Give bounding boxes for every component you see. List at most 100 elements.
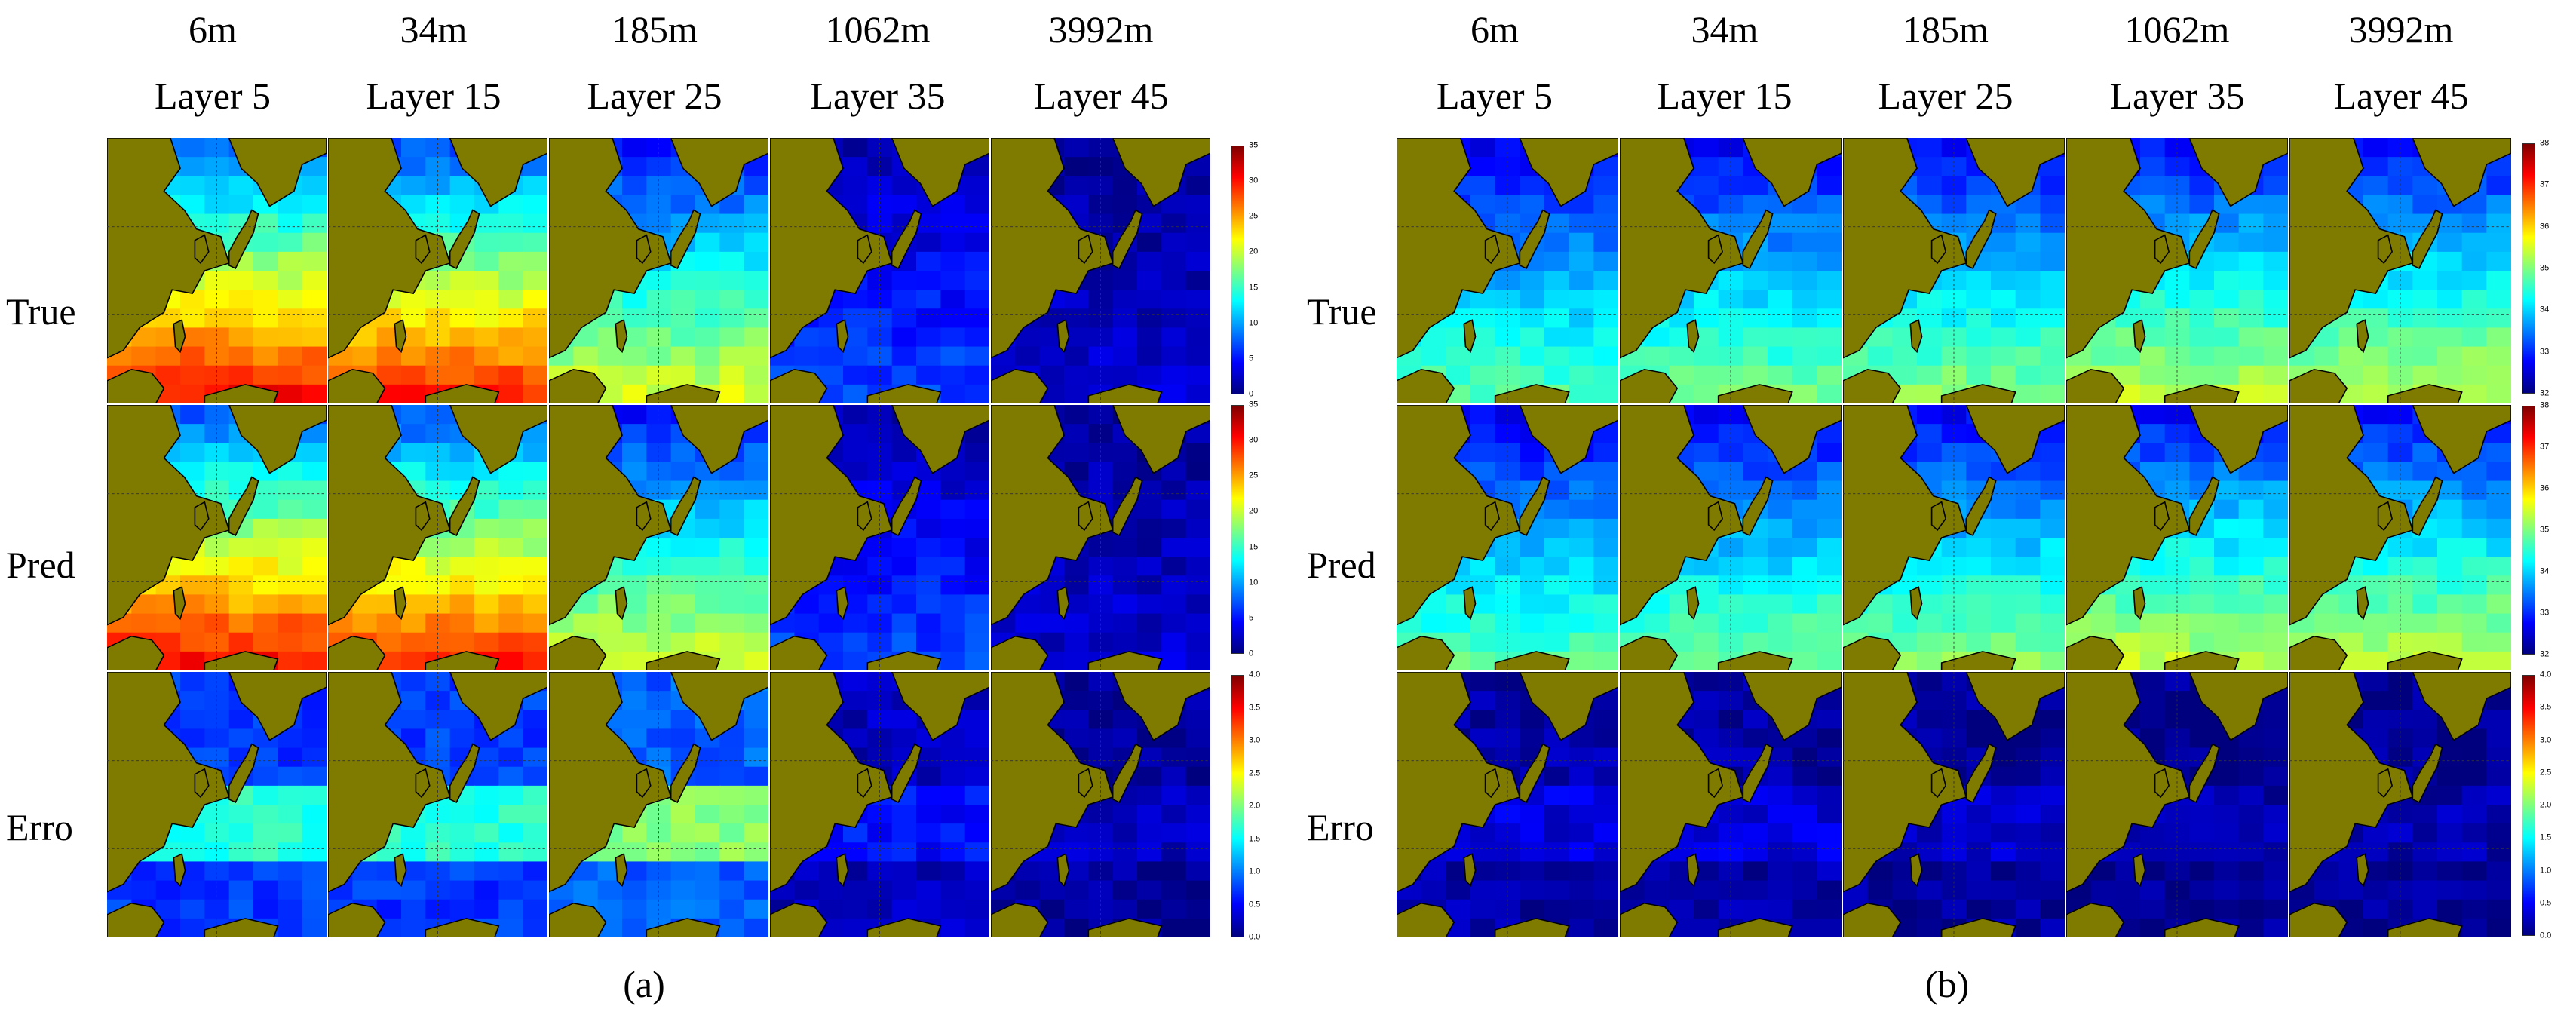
map-tile (1620, 405, 1842, 670)
map-tile (549, 672, 768, 937)
colorbar-tick: 35 (1249, 140, 1259, 150)
col-depth: 3992m (1048, 8, 1154, 51)
colorbar-tick: 3.0 (1249, 735, 1261, 745)
panel-label: (a) (623, 963, 665, 1005)
map-grid-a (107, 138, 1212, 939)
colorbar-tick: 32 (2540, 649, 2550, 659)
colorbar-tick: 2.0 (1249, 801, 1261, 811)
colorbar-tick: 10 (1249, 318, 1259, 328)
map-tile (2289, 138, 2511, 403)
colorbar-tick: 2.5 (1249, 768, 1261, 777)
colorbar-tick: 20 (1249, 247, 1259, 256)
colorbar-tick: 1.0 (2540, 866, 2552, 875)
colorbar-tick: 33 (2540, 347, 2550, 357)
map-tile (328, 672, 547, 937)
col-depth: 6m (1470, 8, 1519, 51)
colorbar: 4.0 3.5 3.0 2.5 2.0 1.5 1.0 0.5 0.0 (1231, 670, 1283, 941)
row-label: Pred (6, 544, 75, 586)
colorbar-tick: 0.5 (2540, 898, 2552, 908)
colorbar: 35 30 25 20 15 10 5 0 (1231, 141, 1283, 398)
col-depth: 3992m (2348, 8, 2454, 51)
colorbar-tick: 2.5 (2540, 768, 2552, 777)
col-layer: Layer 35 (2109, 75, 2245, 117)
colorbar-tick: 38 (2540, 400, 2550, 410)
colorbar-tick: 5 (1249, 613, 1254, 623)
colorbar-tick: 37 (2540, 179, 2550, 189)
col-layer: Layer 15 (366, 75, 501, 117)
colorbar: 38 37 36 35 34 33 32 (2522, 138, 2574, 397)
panel-label: (b) (1924, 963, 1970, 1005)
colorbar: 38 37 36 35 34 33 32 (2522, 401, 2574, 658)
map-tile (107, 138, 327, 403)
colorbar-tick: 35 (1249, 400, 1259, 409)
colorbar-tick: 4.0 (2540, 670, 2552, 679)
row-label: True (1307, 290, 1377, 333)
colorbar-tick: 38 (2540, 138, 2550, 148)
colorbar-tick: 25 (1249, 471, 1259, 480)
map-tile (1843, 138, 2065, 403)
map-tile (770, 672, 989, 937)
map-tile (107, 672, 327, 937)
map-tile (1620, 672, 1842, 937)
colorbar: 35 30 25 20 15 10 5 0 (1231, 400, 1283, 658)
colorbar-tick: 5 (1249, 354, 1254, 363)
map-tile (328, 405, 547, 670)
colorbar: 4.0 3.5 3.0 2.5 2.0 1.5 1.0 0.5 0.0 (2522, 670, 2574, 940)
col-depth: 1062m (825, 8, 931, 51)
col-layer: Layer 25 (1878, 75, 2013, 117)
colorbar-gradient (1231, 405, 1244, 654)
colorbar-tick: 34 (2540, 566, 2550, 576)
col-layer: Layer 25 (587, 75, 722, 117)
map-tile (2066, 405, 2288, 670)
map-tile (2289, 405, 2511, 670)
colorbar-tick: 25 (1249, 211, 1259, 221)
colorbar-tick: 0.0 (2540, 931, 2552, 940)
colorbar-tick: 4.0 (1249, 670, 1261, 679)
colorbar-tick: 30 (1249, 176, 1259, 186)
col-depth: 34m (400, 8, 468, 51)
row-label: Erro (1307, 806, 1374, 848)
colorbar-tick: 35 (2540, 525, 2550, 535)
map-tile (1620, 138, 1842, 403)
col-layer: Layer 45 (2333, 75, 2469, 117)
col-depth: 34m (1691, 8, 1759, 51)
colorbar-tick: 3.5 (1249, 703, 1261, 712)
map-tile (991, 405, 1210, 670)
colorbar-tick: 20 (1249, 506, 1259, 516)
colorbar-tick: 37 (2540, 442, 2550, 452)
col-depth: 1062m (2124, 8, 2230, 51)
colorbar-tick: 33 (2540, 608, 2550, 618)
map-tile (107, 405, 327, 670)
colorbar-tick: 32 (2540, 388, 2550, 398)
colorbar-tick: 10 (1249, 578, 1259, 587)
colorbar-tick: 0 (1249, 649, 1254, 658)
map-tile (1843, 405, 2065, 670)
colorbar-tick: 1.5 (1249, 834, 1261, 843)
map-tile (1397, 405, 1618, 670)
colorbar-gradient (1231, 146, 1244, 394)
row-label: True (6, 290, 76, 333)
map-tile (2066, 138, 2288, 403)
colorbar-gradient (1231, 675, 1244, 937)
map-tile (1397, 138, 1618, 403)
panel-a: 6m 34m 185m 1062m 3992m Layer 5 Layer 15… (6, 8, 1283, 1005)
col-layer: Layer 15 (1657, 75, 1792, 117)
row-label: Erro (6, 806, 73, 848)
col-depth: 185m (612, 8, 698, 51)
colorbar-tick: 1.0 (1249, 866, 1261, 876)
map-tile (1397, 672, 1618, 937)
col-layer: Layer 45 (1033, 75, 1169, 117)
col-depth: 185m (1903, 8, 1989, 51)
col-layer: Layer 5 (154, 75, 271, 117)
map-tile (328, 138, 547, 403)
colorbar-tick: 36 (2540, 222, 2550, 232)
col-layer: Layer 35 (810, 75, 946, 117)
row-label: Pred (1307, 544, 1376, 586)
colorbar-tick: 30 (1249, 435, 1259, 445)
colorbar-tick: 15 (1249, 542, 1259, 552)
map-tile (1843, 672, 2065, 937)
map-tile (770, 405, 989, 670)
map-tile (2289, 672, 2511, 937)
